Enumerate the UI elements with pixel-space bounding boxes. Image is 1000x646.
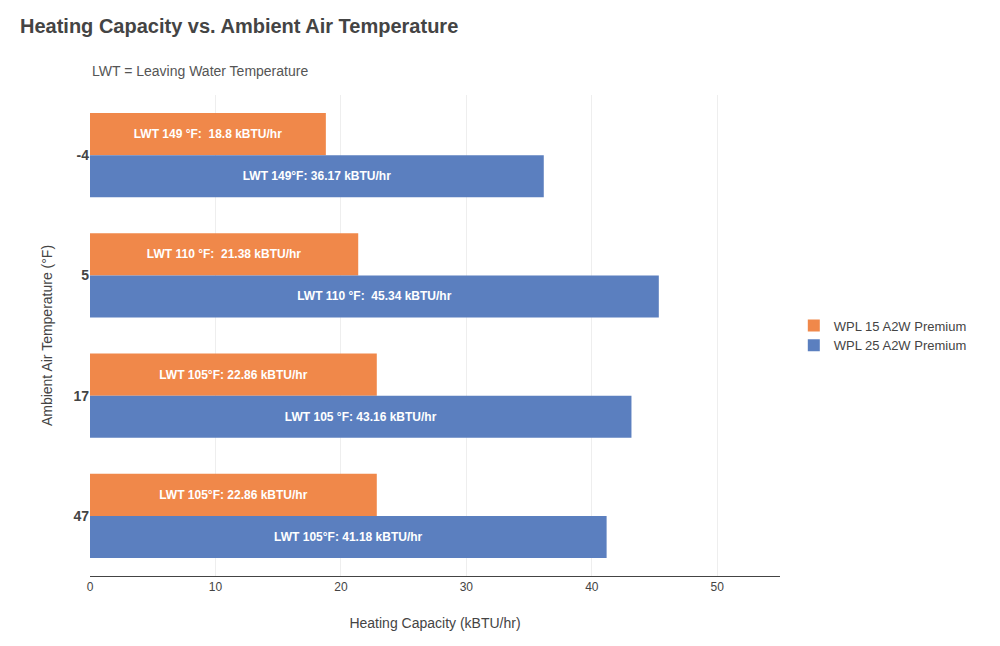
svg-text:LWT 105°F: 22.86 kBTU/hr: LWT 105°F: 22.86 kBTU/hr (159, 488, 308, 502)
svg-text:LWT 149°F: 36.17 kBTU/hr: LWT 149°F: 36.17 kBTU/hr (243, 169, 392, 183)
svg-text:WPL 25 A2W Premium: WPL 25 A2W Premium (834, 338, 966, 353)
svg-text:50: 50 (711, 580, 725, 594)
svg-text:LWT 105°F: 22.86 kBTU/hr: LWT 105°F: 22.86 kBTU/hr (159, 368, 308, 382)
svg-text:-4: -4 (77, 147, 90, 163)
svg-text:0: 0 (87, 580, 94, 594)
svg-text:LWT 105°F: 41.18 kBTU/hr: LWT 105°F: 41.18 kBTU/hr (274, 530, 423, 544)
svg-text:10: 10 (209, 580, 223, 594)
svg-text:Heating Capacity (kBTU/hr): Heating Capacity (kBTU/hr) (349, 615, 520, 631)
svg-text:LWT 149 °F: 18.8 kBTU/hr: LWT 149 °F: 18.8 kBTU/hr (134, 127, 282, 141)
svg-text:LWT 105 °F: 43.16 kBTU/hr: LWT 105 °F: 43.16 kBTU/hr (285, 410, 437, 424)
svg-text:LWT 110 °F: 45.34 kBTU/hr: LWT 110 °F: 45.34 kBTU/hr (297, 289, 452, 303)
svg-text:47: 47 (73, 508, 89, 524)
svg-text:5: 5 (81, 267, 89, 283)
svg-text:WPL 15 A2W Premium: WPL 15 A2W Premium (834, 319, 966, 334)
svg-text:20: 20 (334, 580, 348, 594)
svg-text:Heating Capacity vs. Ambient A: Heating Capacity vs. Ambient Air Tempera… (20, 15, 458, 37)
svg-text:LWT = Leaving Water Temperatur: LWT = Leaving Water Temperature (92, 63, 308, 79)
svg-text:40: 40 (585, 580, 599, 594)
svg-text:30: 30 (460, 580, 474, 594)
svg-text:Ambient Air Temperature (°F): Ambient Air Temperature (°F) (39, 245, 55, 426)
svg-text:LWT 110 °F: 21.38 kBTU/hr: LWT 110 °F: 21.38 kBTU/hr (147, 247, 302, 261)
svg-text:17: 17 (73, 388, 89, 404)
